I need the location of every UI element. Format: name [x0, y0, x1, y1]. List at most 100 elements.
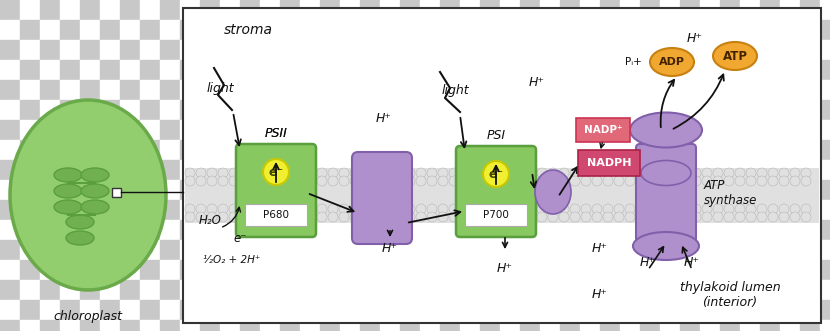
FancyBboxPatch shape: [352, 152, 412, 244]
Bar: [280, 80, 300, 100]
Ellipse shape: [669, 212, 679, 222]
Bar: [700, 80, 720, 100]
Bar: [320, 180, 340, 200]
Bar: [560, 260, 580, 280]
Text: H⁺: H⁺: [529, 75, 545, 88]
Bar: [680, 0, 700, 20]
Ellipse shape: [295, 212, 305, 222]
Bar: [220, 300, 240, 320]
Bar: [40, 160, 60, 180]
Bar: [760, 120, 780, 140]
Bar: [20, 100, 40, 120]
Ellipse shape: [317, 176, 327, 186]
Bar: [0, 320, 20, 331]
Bar: [0, 60, 20, 80]
Bar: [320, 40, 340, 60]
Bar: [560, 100, 580, 120]
Bar: [160, 100, 180, 120]
Ellipse shape: [669, 176, 679, 186]
Bar: [40, 220, 60, 240]
Bar: [160, 120, 180, 140]
Bar: [340, 160, 360, 180]
Bar: [500, 280, 520, 300]
Bar: [60, 0, 80, 20]
Bar: [240, 140, 260, 160]
Bar: [380, 320, 400, 331]
Ellipse shape: [526, 176, 536, 186]
Ellipse shape: [185, 212, 195, 222]
Bar: [800, 220, 820, 240]
Text: thylakoid lumen
(interior): thylakoid lumen (interior): [680, 281, 780, 309]
Ellipse shape: [284, 168, 294, 178]
Bar: [340, 0, 360, 20]
Bar: [240, 200, 260, 220]
Ellipse shape: [702, 176, 712, 186]
Ellipse shape: [537, 176, 547, 186]
Bar: [780, 40, 800, 60]
Ellipse shape: [229, 168, 239, 178]
Bar: [100, 100, 120, 120]
Ellipse shape: [735, 176, 745, 186]
Ellipse shape: [559, 204, 569, 214]
Bar: [300, 220, 320, 240]
Ellipse shape: [240, 204, 250, 214]
Bar: [220, 100, 240, 120]
Ellipse shape: [306, 176, 316, 186]
Ellipse shape: [218, 176, 228, 186]
Bar: [420, 60, 440, 80]
Bar: [600, 220, 620, 240]
Ellipse shape: [361, 204, 371, 214]
Bar: [400, 280, 420, 300]
Ellipse shape: [526, 168, 536, 178]
Ellipse shape: [504, 176, 514, 186]
Bar: [160, 140, 180, 160]
Bar: [800, 80, 820, 100]
Bar: [40, 260, 60, 280]
Bar: [580, 140, 600, 160]
FancyBboxPatch shape: [236, 144, 316, 237]
Bar: [520, 100, 540, 120]
Ellipse shape: [735, 212, 745, 222]
Bar: [600, 280, 620, 300]
Bar: [40, 240, 60, 260]
Bar: [520, 220, 540, 240]
Bar: [20, 20, 40, 40]
Bar: [780, 240, 800, 260]
Ellipse shape: [185, 168, 195, 178]
Ellipse shape: [669, 168, 679, 178]
Bar: [480, 160, 500, 180]
Bar: [280, 120, 300, 140]
Bar: [500, 80, 520, 100]
Ellipse shape: [724, 168, 734, 178]
Bar: [180, 180, 200, 200]
Ellipse shape: [54, 200, 82, 214]
Ellipse shape: [535, 170, 571, 214]
Ellipse shape: [427, 204, 437, 214]
Bar: [760, 320, 780, 331]
Ellipse shape: [504, 212, 514, 222]
Bar: [20, 160, 40, 180]
Bar: [60, 180, 80, 200]
Bar: [60, 160, 80, 180]
Ellipse shape: [614, 176, 624, 186]
Bar: [760, 180, 780, 200]
Text: H⁺: H⁺: [684, 256, 700, 268]
Bar: [760, 0, 780, 20]
Bar: [620, 160, 640, 180]
Bar: [700, 160, 720, 180]
Ellipse shape: [471, 168, 481, 178]
Bar: [500, 0, 520, 20]
Bar: [220, 120, 240, 140]
Ellipse shape: [306, 212, 316, 222]
Ellipse shape: [383, 204, 393, 214]
Bar: [700, 220, 720, 240]
Bar: [120, 280, 140, 300]
Bar: [540, 320, 560, 331]
Bar: [580, 160, 600, 180]
Bar: [760, 300, 780, 320]
Bar: [160, 80, 180, 100]
Bar: [600, 300, 620, 320]
Bar: [560, 60, 580, 80]
Bar: [740, 300, 760, 320]
Bar: [320, 120, 340, 140]
